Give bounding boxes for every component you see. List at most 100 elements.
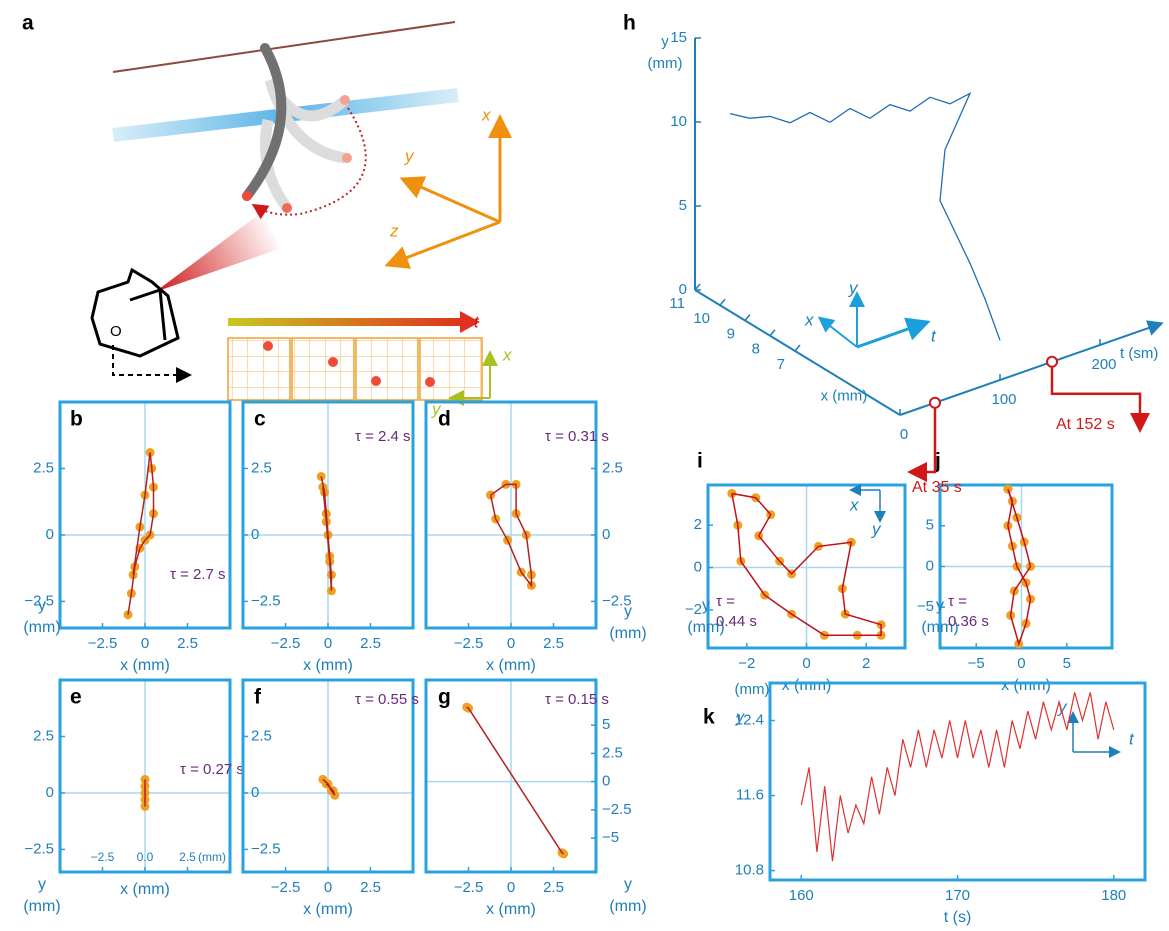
y-tick-label: −2 (685, 601, 702, 618)
panel-letter: d (438, 408, 451, 431)
panel-letter: k (703, 706, 715, 729)
y-tick-label: 10 (670, 113, 687, 130)
panel-letter: h (623, 12, 636, 35)
axis-label: z (389, 221, 399, 240)
y-tick-label: −2.5 (24, 840, 54, 857)
panel-letter: f (254, 686, 262, 709)
y-tick-label: 0 (251, 526, 259, 543)
frame (292, 338, 354, 400)
x-tick-label: 10 (693, 310, 710, 327)
x-tick-label: 2.5 (179, 850, 196, 864)
y-tick-label: −2.5 (251, 592, 281, 609)
t-tick-label: 200 (1091, 356, 1116, 373)
x-tick-label: 9 (727, 325, 735, 342)
axis-label: y (404, 146, 415, 165)
y-axis-label: (mm) (609, 898, 646, 915)
panel-letter: g (438, 686, 451, 709)
tip (340, 95, 350, 105)
x-tick-label: 0 (324, 879, 332, 896)
panel-letter: a (22, 12, 34, 35)
frame-dot (425, 377, 435, 387)
inset-label: x (849, 495, 859, 514)
trace (801, 692, 1114, 861)
camera-origin: O (110, 323, 122, 340)
y-tick-label: −2.5 (251, 840, 281, 857)
annotation: τ = 0.15 s (545, 691, 609, 708)
x-tick-label: −2.5 (91, 850, 115, 864)
x-axis-label: t (s) (944, 909, 972, 926)
x-tick-label: 2.5 (543, 879, 564, 896)
y-axis-label: y (38, 597, 46, 614)
y-tick-label: 0 (46, 526, 54, 543)
frame (356, 338, 418, 400)
x-tick-label: 2 (862, 655, 870, 672)
callout-arrow (912, 403, 935, 472)
inset-label: y (871, 519, 882, 538)
annotation: τ = 0.55 s (355, 691, 419, 708)
time-arrow (228, 318, 464, 326)
x-axis-label: x (mm) (120, 881, 170, 898)
t-tick-label: 0 (900, 426, 908, 443)
y-axis-label: y (38, 876, 46, 893)
x-tick-label: −5 (968, 655, 985, 672)
x-tick-label: 8 (752, 341, 760, 358)
x-tick-label: 0 (507, 635, 515, 652)
inset-axis (821, 319, 857, 347)
frame (228, 338, 290, 400)
x-tick (745, 314, 750, 320)
y-axis-label: y (735, 709, 745, 726)
x-axis-label: x (mm) (821, 388, 868, 405)
x-axis-label: x (mm) (486, 657, 536, 674)
x-axis-label: x (mm) (120, 657, 170, 674)
x-tick-label: 0 (802, 655, 810, 672)
y-axis-label: (mm) (23, 619, 60, 636)
x-axis-label: x (mm) (1001, 677, 1051, 694)
annotation: τ = 2.4 s (355, 428, 411, 445)
x-tick-label: −2.5 (88, 635, 118, 652)
x-tick-label: 0 (1017, 655, 1025, 672)
y-tick-label: 2 (694, 516, 702, 533)
axis-label: x (502, 345, 512, 364)
tip (282, 203, 292, 213)
axis-label: x (481, 105, 491, 124)
inset-label: t (1129, 729, 1135, 748)
y-axis-label: y (624, 603, 632, 620)
x-tick-label: 0.0 (137, 850, 154, 864)
x-tick-label: −2.5 (454, 635, 484, 652)
annotation: τ = 0.27 s (180, 761, 244, 778)
x-axis-label: x (mm) (303, 657, 353, 674)
x-tick-label: 160 (789, 887, 814, 904)
inset-axis (857, 323, 925, 347)
x-axis (695, 290, 900, 415)
y-axis-label: (mm) (609, 625, 646, 642)
y-tick-label: 2.5 (251, 459, 272, 476)
x-tick-label: 2.5 (360, 879, 381, 896)
annotation: τ = (948, 593, 967, 610)
trajectory (467, 707, 564, 854)
y-tick-label: 0 (46, 784, 54, 801)
y-tick-label: 2.5 (33, 459, 54, 476)
y-tick-label: 15 (670, 29, 687, 46)
x-tick-label: 0 (324, 635, 332, 652)
y-tick-label: 5 (926, 517, 934, 534)
inset-label: x (804, 310, 814, 329)
x-tick-label: −2.5 (271, 635, 301, 652)
x-tick (770, 330, 775, 336)
annotation: τ = (716, 593, 735, 610)
y-axis-label: y (936, 597, 944, 614)
x-tick-label: 0 (507, 879, 515, 896)
y-tick-label: 0 (926, 557, 934, 574)
y-tick-label: 2.5 (251, 727, 272, 744)
x-tick-label: −2.5 (271, 879, 301, 896)
x-tick-label: 2.5 (360, 635, 381, 652)
annotation: τ = 2.7 s (170, 566, 226, 583)
x-tick-label: 2.5 (177, 635, 198, 652)
tip (242, 191, 252, 201)
time-marker (930, 398, 940, 408)
frame-dot (328, 357, 338, 367)
x-tick-label: −2.5 (454, 879, 484, 896)
y-tick-label: 10.8 (735, 862, 764, 879)
inset-label: y (848, 278, 859, 297)
x-axis-label: x (mm) (303, 901, 353, 918)
t-axis-label: t (sm) (1120, 345, 1158, 362)
